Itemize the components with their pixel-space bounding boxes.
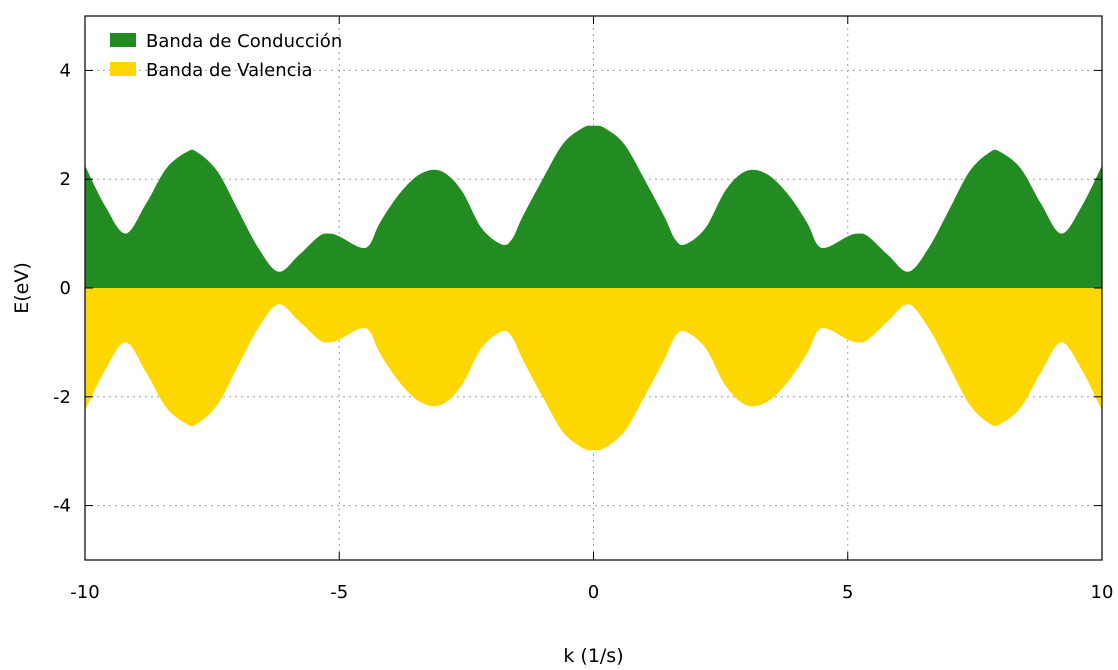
legend-label: Banda de Valencia bbox=[146, 60, 313, 81]
x-tick-label: 5 bbox=[842, 582, 853, 603]
x-tick-label: 0 bbox=[588, 582, 599, 603]
y-tick-label: -2 bbox=[53, 387, 71, 408]
legend-swatch bbox=[110, 62, 136, 76]
y-tick-label: 0 bbox=[60, 278, 71, 299]
valence-band-area bbox=[85, 288, 1102, 451]
x-tick-label: -10 bbox=[70, 582, 99, 603]
y-tick-label: -4 bbox=[53, 496, 71, 517]
y-axis-title: E(eV) bbox=[11, 262, 33, 314]
y-tick-label: 4 bbox=[60, 60, 71, 81]
legend: Banda de Conducción Banda de Valencia bbox=[110, 31, 342, 81]
axis-ticks: -10 -5 0 5 10 -4 -2 0 2 4 bbox=[53, 16, 1113, 603]
conduction-band-area bbox=[85, 125, 1102, 288]
x-tick-label: -5 bbox=[330, 582, 348, 603]
x-axis-title: k (1/s) bbox=[563, 645, 623, 667]
x-tick-label: 10 bbox=[1091, 582, 1114, 603]
legend-label: Banda de Conducción bbox=[146, 31, 342, 52]
series-layer bbox=[85, 125, 1102, 451]
legend-swatch bbox=[110, 33, 136, 47]
y-tick-label: 2 bbox=[60, 169, 71, 190]
